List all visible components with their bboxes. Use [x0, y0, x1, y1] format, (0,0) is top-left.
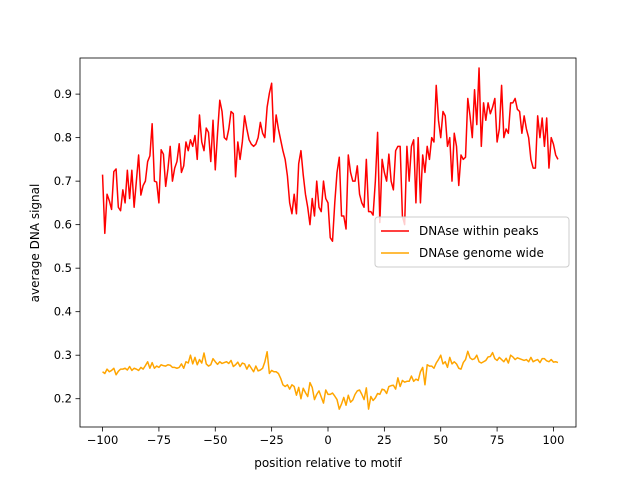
- legend-label: DNAse within peaks: [419, 224, 539, 238]
- y-tick-label: 0.6: [54, 218, 72, 232]
- plot-area: [101, 67, 559, 410]
- y-axis: 0.2 0.3 0.4 0.5 0.6 0.7 0.8 0.9: [54, 87, 80, 406]
- y-tick-label: 0.9: [54, 87, 72, 101]
- y-tick-label: 0.2: [54, 392, 72, 406]
- x-axis: −100 −75 −50 −25 0 25 50 75 100: [87, 427, 564, 447]
- y-axis-label: average DNA signal: [28, 184, 42, 303]
- x-tick-label: 0: [324, 433, 331, 447]
- x-tick-label: −75: [147, 433, 171, 447]
- x-tick-label: 75: [490, 433, 505, 447]
- x-tick-label: −25: [259, 433, 283, 447]
- x-tick-label: 100: [542, 433, 564, 447]
- x-tick-label: −50: [203, 433, 227, 447]
- series-line-dnase-within-peaks: [101, 67, 559, 242]
- x-tick-label: −100: [87, 433, 119, 447]
- legend: DNAse within peaks DNAse genome wide: [374, 216, 570, 268]
- x-axis-label: position relative to motif: [254, 456, 402, 470]
- series-line-dnase-genome-wide: [102, 350, 559, 410]
- x-tick-label: 50: [433, 433, 448, 447]
- y-tick-label: 0.3: [54, 348, 72, 362]
- legend-label: DNAse genome wide: [419, 246, 544, 260]
- y-tick-label: 0.7: [54, 174, 72, 188]
- y-tick-label: 0.5: [54, 261, 72, 275]
- x-tick-label: 25: [377, 433, 392, 447]
- legend-box: [374, 216, 570, 268]
- y-tick-label: 0.4: [54, 305, 72, 319]
- y-tick-label: 0.8: [54, 131, 72, 145]
